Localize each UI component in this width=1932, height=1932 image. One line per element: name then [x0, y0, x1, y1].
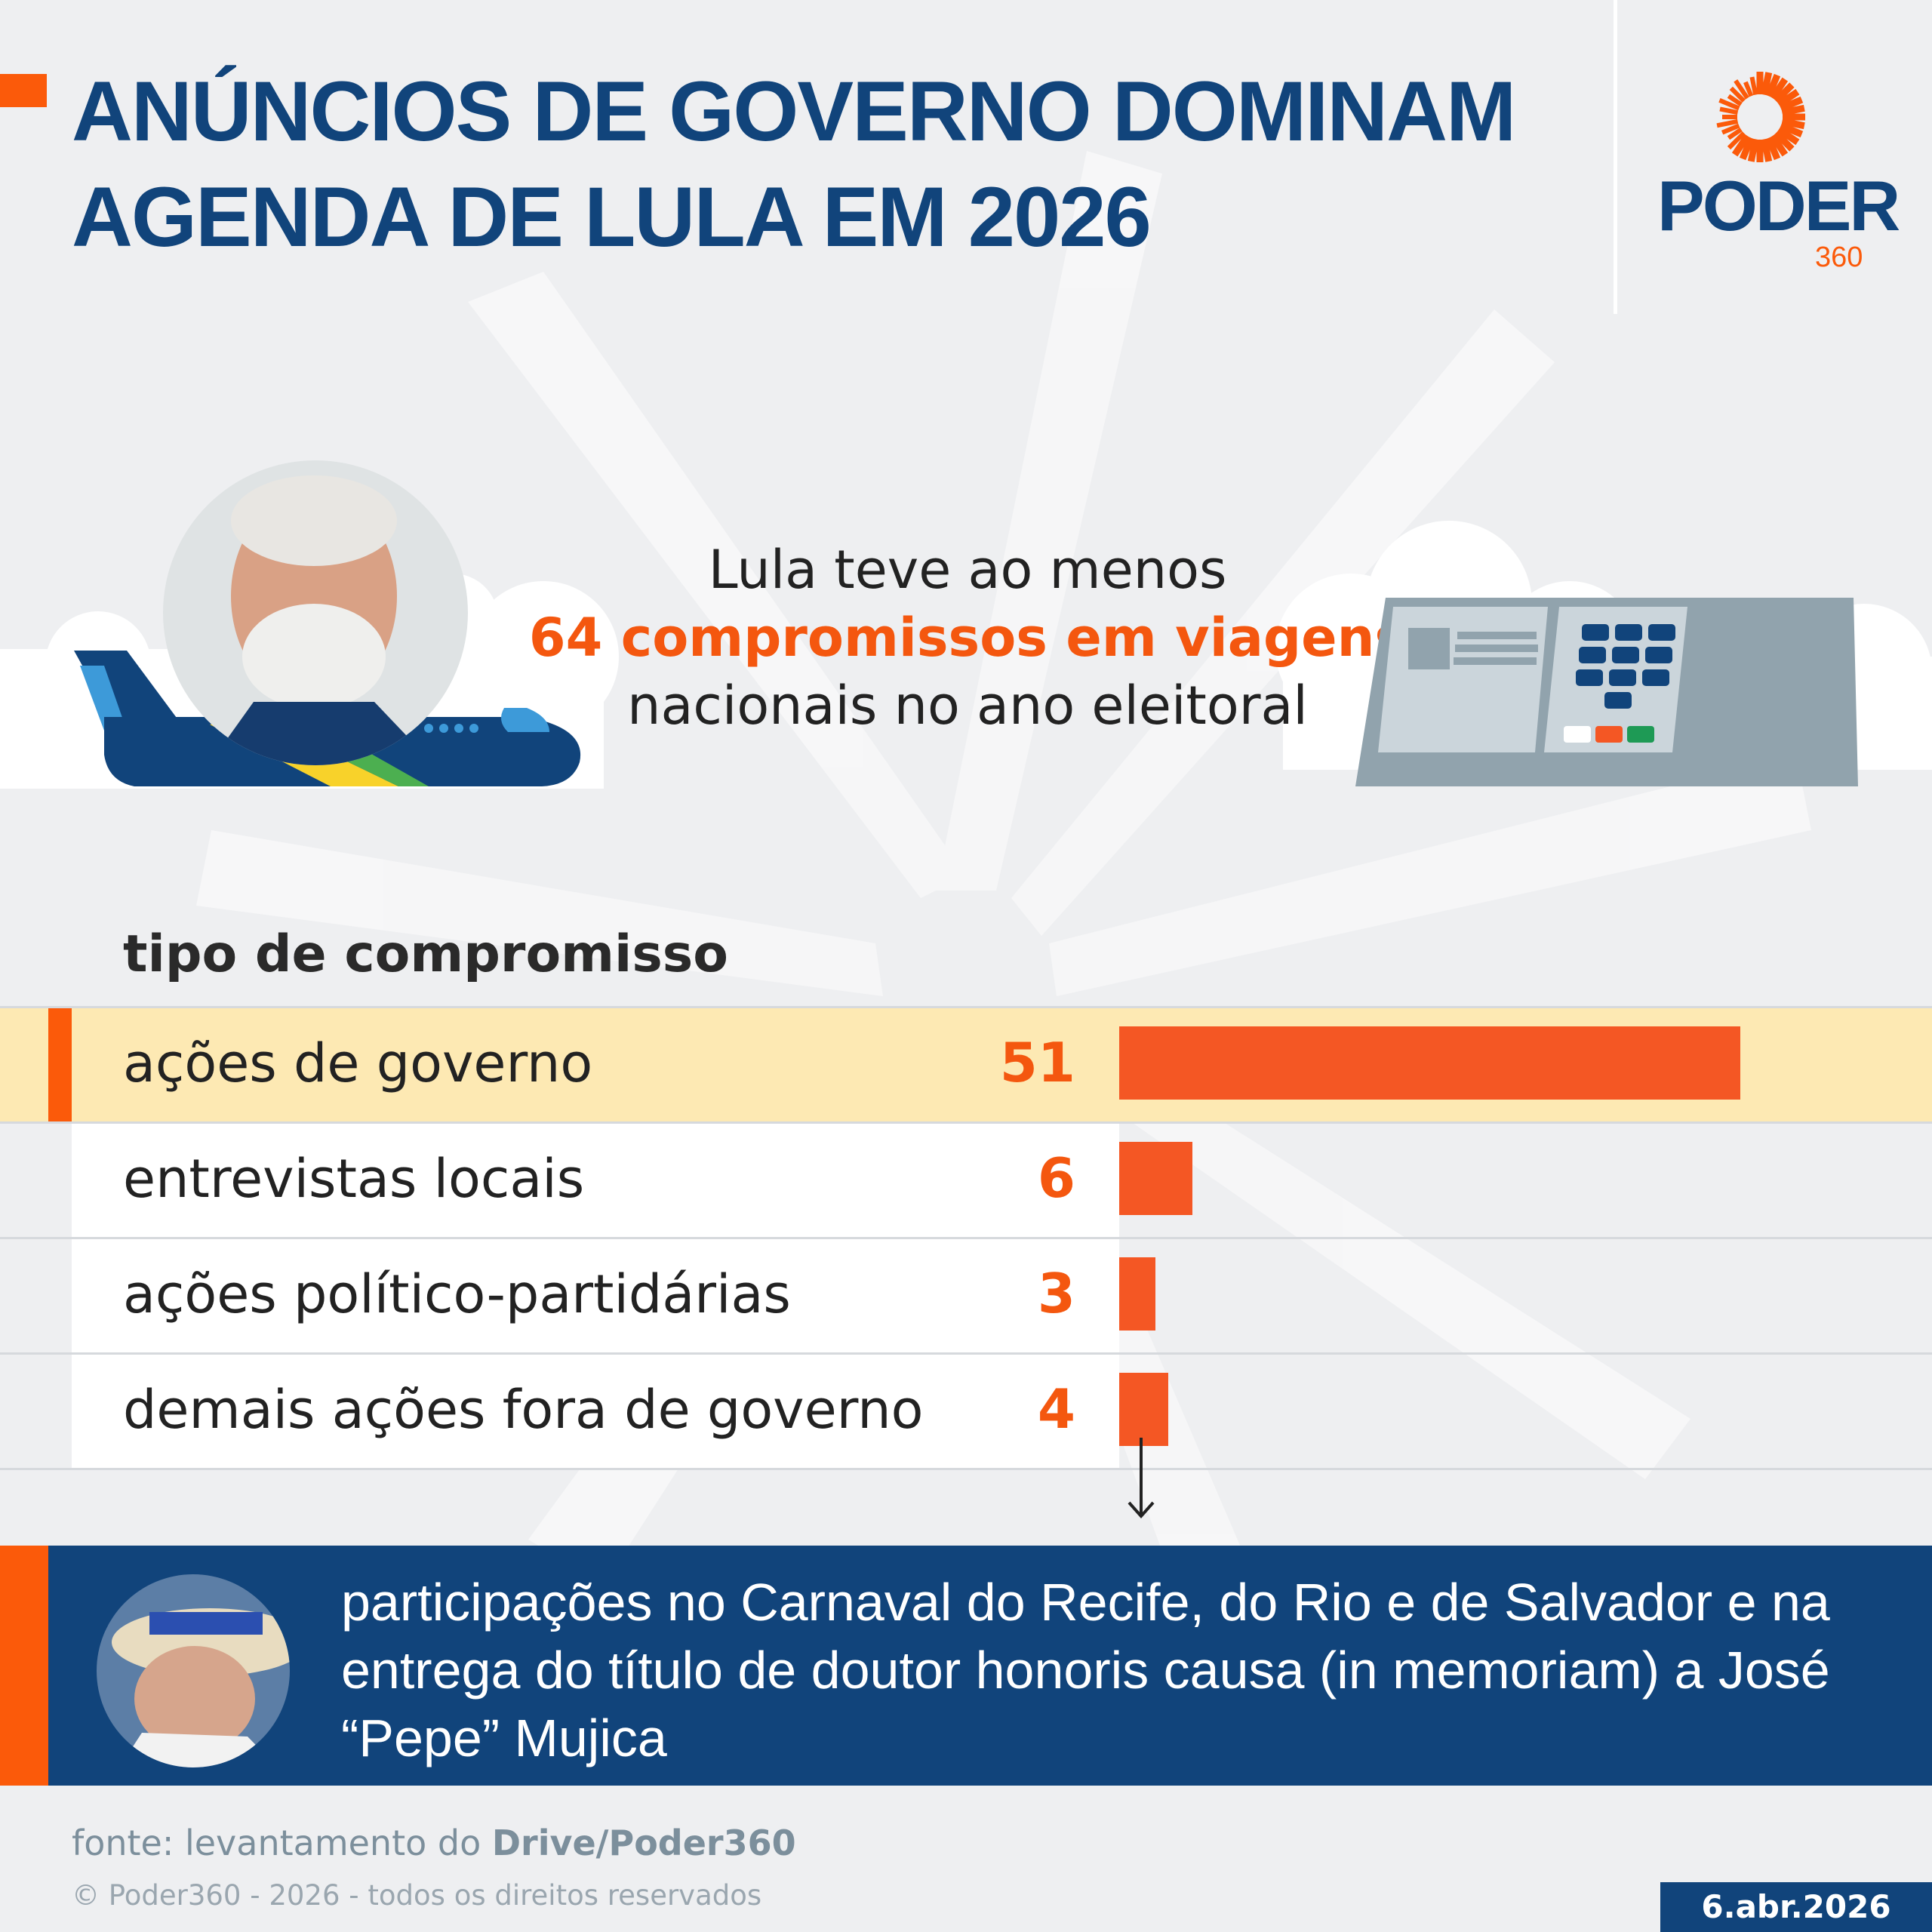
sun-ray [1749, 76, 1758, 96]
header-divider [1614, 0, 1617, 314]
row-divider [0, 1468, 1932, 1470]
intro-line-3: nacionais no ano eleitoral [627, 675, 1308, 737]
sun-ray [1739, 136, 1755, 161]
voting-machine-illustration [1355, 598, 1858, 786]
sun-ray [1727, 131, 1746, 150]
sun-ray [1774, 131, 1795, 152]
sun-ray [1727, 128, 1743, 140]
bar-row: ações de governo 51 [0, 1006, 1932, 1121]
intro-text: Lula teve ao menos 64 compromissos em vi… [515, 536, 1420, 740]
value-label: 4 [1037, 1377, 1075, 1441]
sun-ray [1716, 118, 1739, 128]
sun-ray [1781, 104, 1805, 116]
intro-line-1: Lula teve ao menos [708, 539, 1227, 601]
category-label: entrevistas locais [123, 1148, 585, 1210]
poder360-sun-logo-icon [1716, 72, 1805, 162]
highlight-marker [48, 1008, 72, 1121]
sun-ray [1729, 86, 1746, 103]
arrow-down-icon [1128, 1438, 1155, 1519]
sun-ray [1747, 138, 1759, 162]
bar [1119, 1026, 1740, 1100]
category-label: ações político-partidárias [123, 1263, 791, 1325]
value-label: 6 [1037, 1146, 1075, 1210]
sun-ray [1777, 88, 1800, 108]
sun-ray [1765, 136, 1781, 161]
sun-ray [1719, 106, 1739, 115]
bar-row: ações político-partidárias 3 [0, 1237, 1932, 1352]
bar [1119, 1142, 1192, 1215]
banner-text: participações no Carnaval do Recife, do … [341, 1573, 1830, 1767]
sun-ray [1765, 73, 1781, 98]
row-background [72, 1355, 1119, 1468]
logo-360: 360 [1815, 242, 1863, 273]
lula-carnival-photo [97, 1574, 290, 1767]
intro-highlight: 64 compromissos em viagens [528, 607, 1407, 669]
logo-poder: PODER [1657, 166, 1900, 245]
copyright: © Poder360 - 2026 - todos os direitos re… [72, 1879, 762, 1912]
sun-ray [1774, 82, 1795, 103]
page-title: ANÚNCIOS DE GOVERNO DOMINAM AGENDA DE LU… [72, 59, 1516, 270]
date-badge: 6.abr.2026 [1660, 1882, 1932, 1932]
bar-row: demais ações fora de governo 4 [0, 1352, 1932, 1468]
category-label: demais ações fora de governo [123, 1379, 924, 1441]
value-label: 51 [999, 1031, 1075, 1094]
sun-ray [1781, 118, 1805, 130]
bar [1119, 1373, 1168, 1446]
value-label: 3 [1037, 1262, 1075, 1325]
sun-ray [1779, 96, 1804, 112]
sun-ray [1734, 79, 1749, 100]
row-background [72, 1124, 1119, 1237]
sun-ray [1769, 77, 1789, 100]
sun-ray [1718, 98, 1740, 111]
title-accent-mark [0, 74, 47, 107]
chart-title: tipo de compromisso [123, 924, 728, 984]
source-prefix: fonte: levantamento do [72, 1823, 492, 1863]
title-line-2: AGENDA DE LULA EM 2026 [72, 170, 1152, 264]
source-note: fonte: levantamento do Drive/Poder360 [72, 1823, 796, 1863]
row-background [72, 1239, 1119, 1352]
source-name: Drive/Poder360 [491, 1823, 796, 1863]
sun-ray [1731, 134, 1751, 157]
bar [1119, 1257, 1156, 1331]
lula-portrait-avatar [163, 460, 468, 765]
category-label: ações de governo [123, 1032, 593, 1094]
sun-ray [1761, 138, 1773, 162]
sun-ray [1777, 126, 1800, 146]
carnival-note-banner: participações no Carnaval do Recife, do … [0, 1546, 1932, 1786]
sun-ray [1727, 94, 1743, 106]
sun-ray [1769, 134, 1789, 157]
sun-ray [1721, 123, 1740, 135]
title-line-1: ANÚNCIOS DE GOVERNO DOMINAM [72, 64, 1516, 158]
sun-ray [1743, 81, 1754, 97]
banner-accent-strip [0, 1546, 48, 1786]
sun-ray [1779, 122, 1804, 138]
bar-row: entrevistas locais 6 [0, 1121, 1932, 1237]
sun-ray [1761, 72, 1773, 96]
